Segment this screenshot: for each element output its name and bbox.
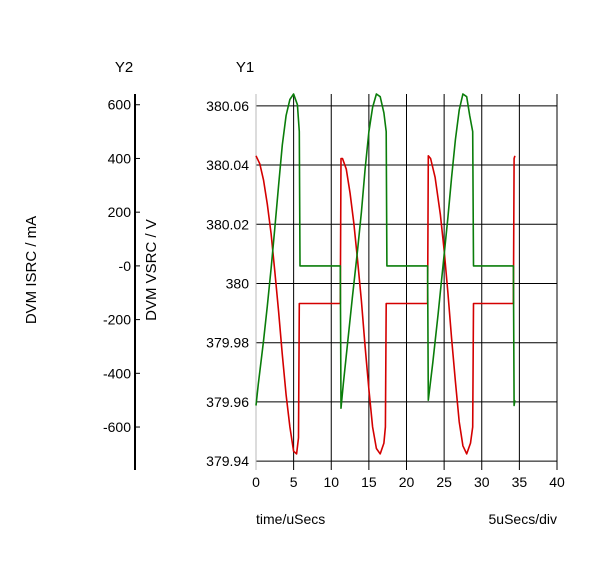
y1-tick-label: 379.98 <box>206 335 249 351</box>
x-tick-label: 10 <box>323 474 339 490</box>
series-line-2 <box>255 93 516 409</box>
x-tick-label: 35 <box>512 474 528 490</box>
x-axis-label: time/uSecs <box>256 511 325 527</box>
tick-labels: 380.06 380.04 380.02 380 379.98 379.96 379.940… <box>103 97 565 490</box>
y2-tick-label: 200 <box>108 204 132 220</box>
axes <box>134 94 140 470</box>
y1-tick-label: 379.94 <box>206 453 249 469</box>
y1-tick-label: 380.06 <box>206 98 249 114</box>
x-tick-label: 30 <box>474 474 490 490</box>
y1-tick-label: 380.04 <box>206 157 249 173</box>
y2-tick-label: -400 <box>103 365 131 381</box>
y2-tick-label: -200 <box>103 312 131 328</box>
series-layer <box>255 93 516 455</box>
x-tick-label: 5 <box>290 474 298 490</box>
x-tick-label: 15 <box>361 474 377 490</box>
y1-tick-label: 380 <box>226 275 250 291</box>
plot-grid <box>255 94 558 470</box>
y1-tick-label: 380.02 <box>206 216 249 232</box>
x-tick-label: 40 <box>549 474 565 490</box>
x-tick-label: 0 <box>252 474 260 490</box>
x-tick-label: 20 <box>399 474 415 490</box>
y2-tick-label: 600 <box>108 97 132 113</box>
x-axis-scale-note: 5uSecs/div <box>489 511 557 527</box>
y2-axis-label: DVM ISRC / mA <box>23 216 40 324</box>
y1-axis-header: Y1 <box>236 59 254 76</box>
y2-tick-label: -0 <box>119 258 132 274</box>
y2-tick-label: 400 <box>108 150 132 166</box>
y1-axis-label: DVM VSRC / V <box>143 219 160 321</box>
y2-tick-label: -600 <box>103 419 131 435</box>
y2-axis-header: Y2 <box>115 59 133 76</box>
x-tick-label: 25 <box>436 474 452 490</box>
y1-tick-label: 379.96 <box>206 394 249 410</box>
series-line-1 <box>255 155 516 455</box>
